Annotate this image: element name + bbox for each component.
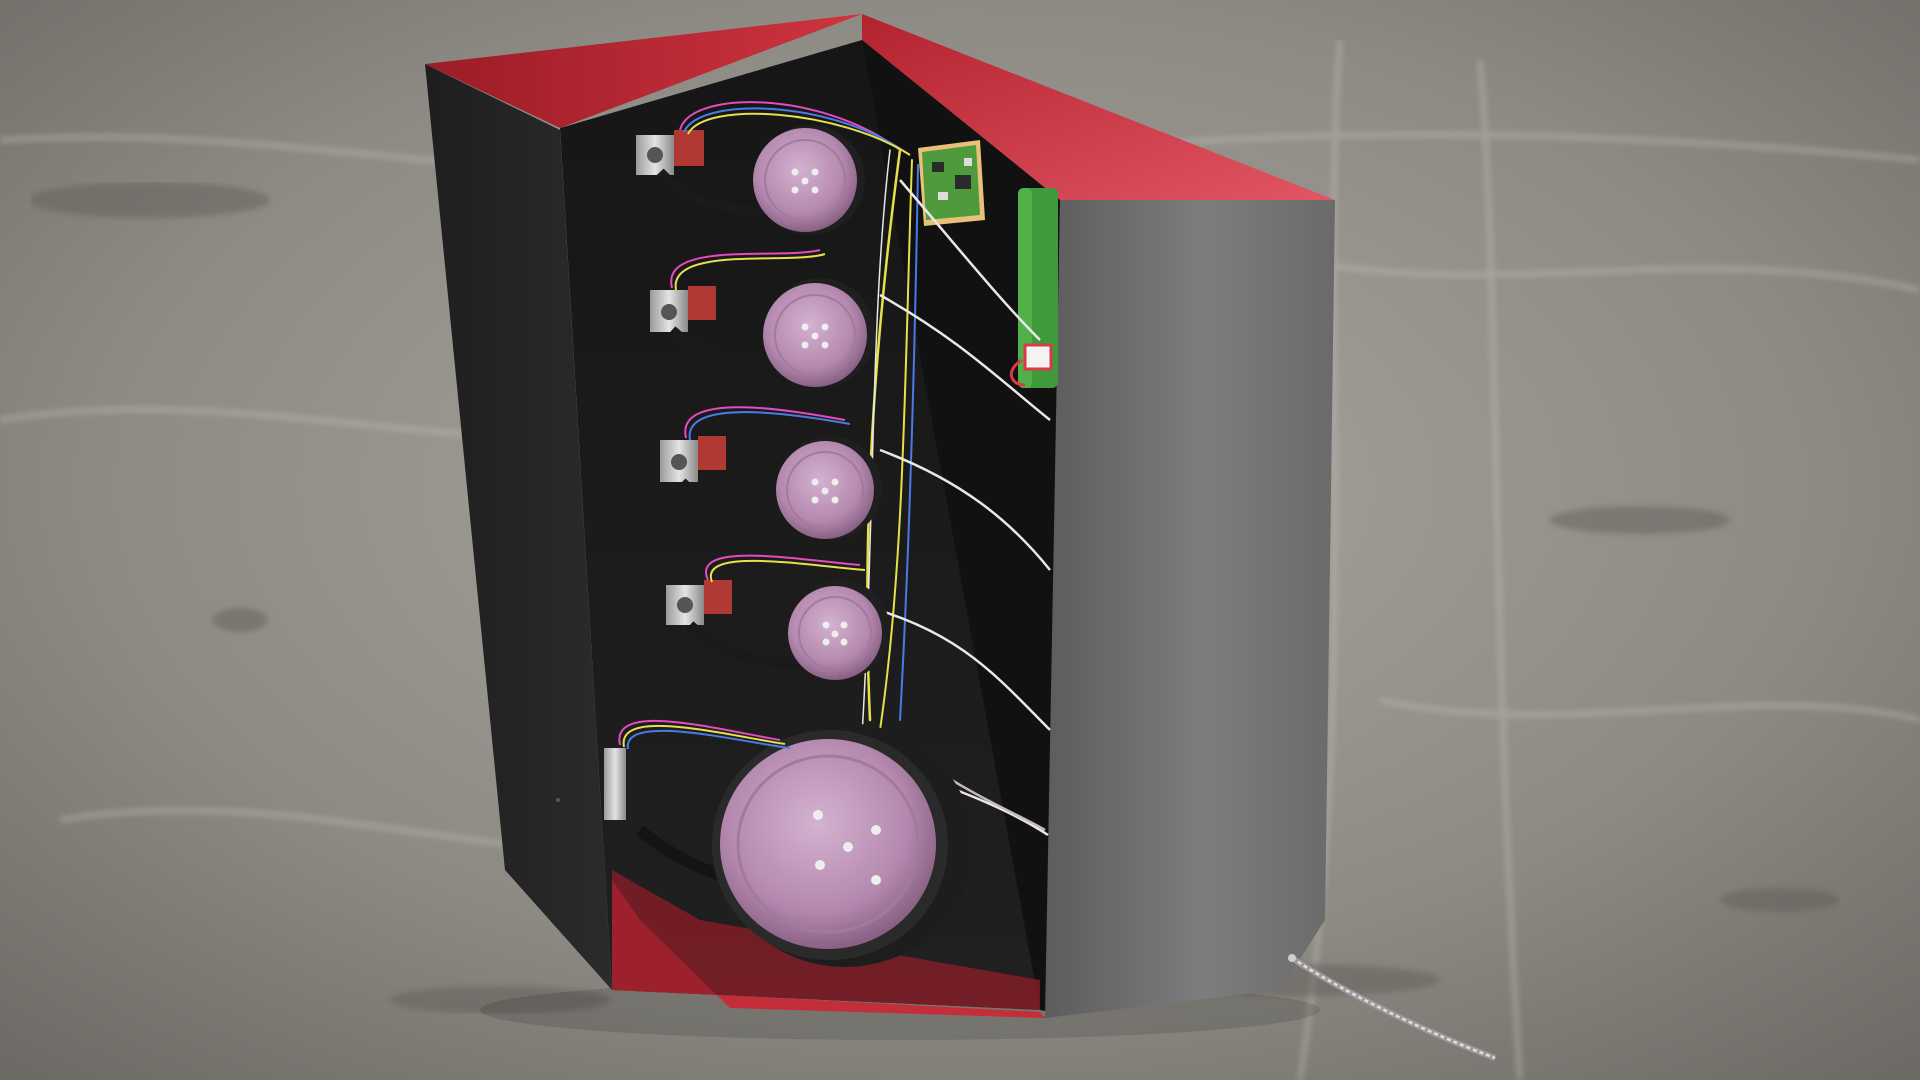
reel [712, 723, 973, 967]
reel-group-1 [636, 101, 911, 235]
motor-wires-2 [709, 559, 866, 583]
motor-wires [670, 249, 821, 289]
signal-wires [859, 179, 1051, 837]
stepper-motor [636, 130, 704, 175]
motor-wires [684, 406, 846, 439]
motor-wires [679, 101, 901, 151]
enclosure-screw [556, 798, 560, 802]
reel-group-main [604, 719, 973, 967]
reel [788, 580, 890, 680]
battery-pack [1010, 188, 1058, 388]
motor-wires-2 [683, 107, 906, 153]
reel [776, 436, 882, 540]
motor-wires [618, 719, 781, 746]
reel-group-4 [666, 554, 890, 680]
reel [753, 125, 865, 235]
stepper-motor [650, 286, 716, 332]
enclosure-left-wall [425, 64, 612, 990]
enclosure-top-left-bevel [425, 14, 862, 128]
motor-wires-3 [626, 729, 791, 750]
motor-wires-3 [687, 112, 911, 156]
enclosure-bottom-bevel-shade [612, 870, 1040, 1010]
stepper-motor [604, 745, 656, 825]
stepper-motor [666, 580, 732, 625]
motor-wires-2 [674, 253, 826, 291]
enclosure-top-right-bevel [862, 14, 1335, 200]
tether-cable [1288, 954, 1497, 1061]
enclosure-right-wall [1045, 200, 1335, 1018]
reel-group-2 [650, 249, 875, 388]
reel [763, 278, 875, 388]
stepper-motor [660, 436, 726, 482]
enclosure-inner-right [862, 40, 1060, 1012]
motor-wires-2 [688, 411, 851, 441]
reel-group-3 [660, 406, 882, 540]
motor-wires-2 [622, 724, 786, 748]
motor-wires [705, 554, 861, 581]
control-pcb [918, 140, 985, 226]
